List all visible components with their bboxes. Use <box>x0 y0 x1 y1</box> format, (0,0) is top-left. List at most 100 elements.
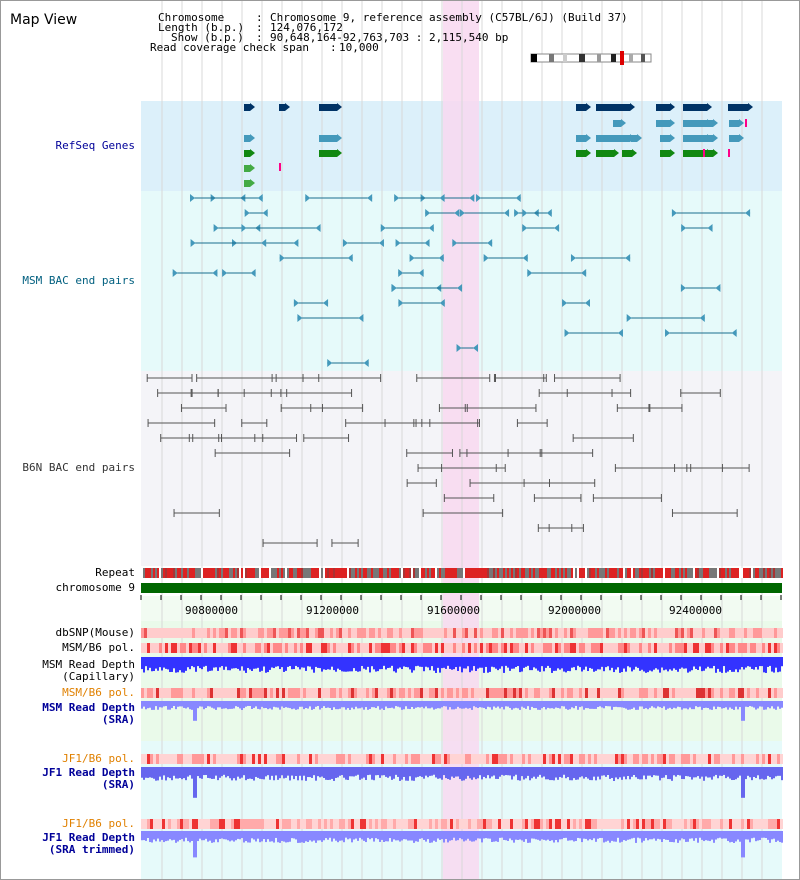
depth-bar <box>453 701 455 710</box>
pol-heat-cell <box>393 643 396 653</box>
pol-heat-cell <box>336 628 339 638</box>
repeat-segment <box>285 568 287 578</box>
pol-heat-cell <box>750 628 753 638</box>
repeat-segment <box>439 568 441 578</box>
repeat-segment <box>761 568 763 578</box>
depth-bar <box>499 701 501 709</box>
pol-heat-cell <box>384 688 387 698</box>
b6n-bac-label[interactable]: B6N BAC end pairs <box>22 461 135 474</box>
depth-bar <box>599 701 601 707</box>
pol-heat-cell <box>267 819 270 829</box>
pol-heat-cell <box>420 628 423 638</box>
gene-arrow <box>707 103 712 111</box>
depth-bar <box>309 701 311 707</box>
msm-bac-label[interactable]: MSM BAC end pairs <box>22 274 135 287</box>
pol-heat-cell <box>519 643 522 653</box>
depth-bar <box>727 831 729 841</box>
depth-bar <box>281 701 283 707</box>
depth-bar <box>163 657 165 668</box>
pol-heat-cell <box>447 819 450 829</box>
depth-bar <box>661 657 663 668</box>
pol-heat-cell <box>741 643 744 653</box>
repeat-segment <box>717 568 719 578</box>
depth-bar <box>729 657 731 671</box>
depth-bar <box>755 701 757 710</box>
pol-heat-cell <box>534 819 537 829</box>
repeat-segment <box>179 568 181 578</box>
depth-bar <box>565 831 567 838</box>
repeat-segment <box>433 568 435 578</box>
pol-heat-cell <box>753 628 756 638</box>
depth-bar <box>763 767 765 780</box>
repeat-segment <box>597 568 599 578</box>
pol-heat-cell <box>642 819 645 829</box>
gene-arrow <box>337 149 342 157</box>
pol-heat-cell <box>681 819 684 829</box>
pol-heat-cell <box>273 688 276 698</box>
repeat-segment <box>147 568 149 578</box>
refseq-genes-label[interactable]: RefSeq Genes <box>55 139 135 152</box>
pol-heat-cell <box>759 819 762 829</box>
depth-bar <box>501 701 503 707</box>
depth-bar <box>691 767 693 780</box>
gene-arrow <box>670 119 675 127</box>
depth-bar <box>601 701 603 708</box>
depth-bar <box>605 701 607 707</box>
pol-heat-cell <box>183 643 186 653</box>
pol-heat-cell <box>372 688 375 698</box>
depth-bar <box>763 701 765 710</box>
pol-heat-cell <box>240 688 243 698</box>
depth-bar <box>329 767 331 780</box>
depth-bar <box>149 701 151 708</box>
pol-heat-cell <box>768 688 771 698</box>
depth-bar <box>597 831 599 839</box>
pol-heat-cell <box>765 688 768 698</box>
pol-heat-cell <box>225 754 228 764</box>
pol-heat-cell <box>600 688 603 698</box>
depth-bar <box>351 657 353 672</box>
depth-bar <box>579 657 581 668</box>
depth-bar <box>255 701 257 707</box>
pol-heat-cell <box>588 688 591 698</box>
depth-bar <box>239 701 241 709</box>
depth-bar <box>615 767 617 778</box>
pol-heat-cell <box>336 688 339 698</box>
repeat-segment <box>505 568 507 578</box>
depth-bar <box>599 767 601 780</box>
gene-arrow <box>337 103 342 111</box>
pol-heat-cell <box>189 628 192 638</box>
depth-bar <box>613 831 615 842</box>
depth-bar <box>159 831 161 842</box>
depth-bar <box>559 767 561 778</box>
pol-heat-cell <box>300 819 303 829</box>
depth-bar <box>275 701 277 708</box>
depth-bar <box>769 657 771 666</box>
pol-heat-cell <box>477 628 480 638</box>
pol-heat-cell <box>393 819 396 829</box>
depth-bar <box>321 767 323 777</box>
axis-tick-label: 90800000 <box>185 604 238 617</box>
depth-bar <box>495 657 497 669</box>
pol-heat-cell <box>735 688 738 698</box>
pol-heat-cell <box>342 688 345 698</box>
repeat-segment <box>451 568 453 578</box>
pol-heat-cell <box>216 643 219 653</box>
pol-heat-cell <box>147 819 150 829</box>
depth-bar <box>525 701 527 709</box>
depth-bar <box>595 657 597 671</box>
pol-heat-cell <box>252 819 255 829</box>
depth-bar <box>273 767 275 781</box>
msm-bac-end <box>293 299 299 307</box>
depth-bar <box>669 657 671 670</box>
pol-heat-cell <box>237 688 240 698</box>
pol-heat-cell <box>162 819 165 829</box>
msm-bac-end <box>394 194 400 202</box>
depth-bar <box>245 701 247 707</box>
depth-bar <box>593 767 595 777</box>
repeat-segment <box>533 568 535 578</box>
pol-heat-cell <box>516 628 519 638</box>
gene-arrow <box>713 134 718 142</box>
length-sep: : <box>256 21 263 34</box>
pol-heat-cell <box>315 688 318 698</box>
